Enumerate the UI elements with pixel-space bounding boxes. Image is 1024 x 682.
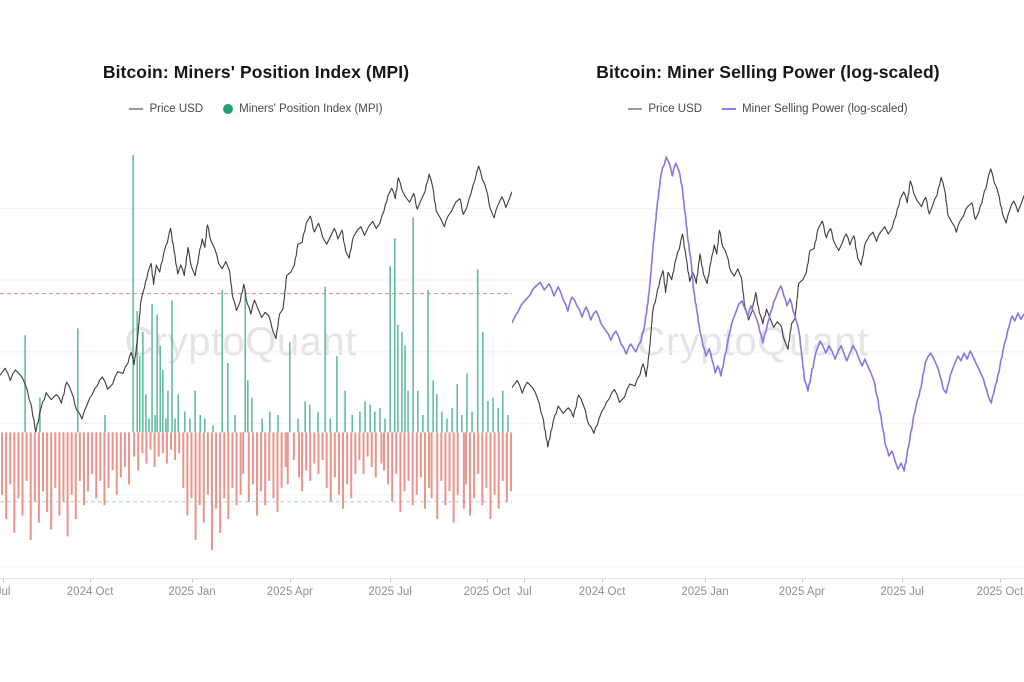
selling-power-line-marker-icon: [722, 108, 737, 110]
plot-area-mpi[interactable]: CryptoQuant: [0, 148, 512, 579]
chart-title-mpi: Bitcoin: Miners' Position Index (MPI): [102, 62, 410, 82]
x-tick-mark: [390, 579, 392, 583]
legend-item-price[interactable]: Price USD: [129, 103, 203, 115]
price-line-marker-icon: [129, 108, 144, 110]
x-tick-label: 2025 Jul: [368, 586, 412, 598]
x-tick-label: 2024 Oct: [578, 586, 626, 598]
x-tick-label: 2025 Oct: [976, 586, 1024, 598]
x-tick-mark: [486, 579, 488, 583]
x-tick-mark: [902, 579, 904, 583]
x-tick-mark: [705, 579, 707, 583]
mpi-chart-svg: [0, 154, 512, 568]
x-tick-mark: [999, 579, 1001, 583]
x-tick-label: 2025 Jan: [681, 586, 729, 598]
x-tick-label: Jul: [516, 586, 532, 598]
legend-item-price[interactable]: Price USD: [628, 103, 702, 115]
x-tick-mark: [3, 579, 5, 583]
chart-panel-mpi: Bitcoin: Miners' Position Index (MPI) Pr…: [0, 62, 512, 605]
legend-label: Miner Selling Power (log-scaled): [742, 103, 908, 115]
chart-title-selling-power: Bitcoin: Miner Selling Power (log-scaled…: [596, 62, 940, 82]
plot-area-selling-power[interactable]: CryptoQuant: [512, 148, 1024, 579]
x-tick-mark: [289, 579, 291, 583]
x-tick-mark: [801, 579, 803, 583]
x-tick-label: 2025 Jul: [880, 586, 924, 598]
legend-label: Price USD: [648, 103, 703, 115]
x-tick-label: 2024 Oct: [66, 586, 114, 598]
legend-mpi: Price USD Miners' Position Index (MPI): [0, 103, 512, 115]
selling-power-chart-svg: [512, 156, 1024, 568]
x-tick-label: 2025 Oct: [463, 586, 511, 598]
legend-label: Price USD: [149, 103, 204, 115]
x-axis-selling-power: Jul 2024 Oct 2025 Jan 2025 Apr 2025 Jul 2025 …: [512, 579, 1024, 605]
chart-panel-selling-power: Bitcoin: Miner Selling Power (log-scaled…: [512, 0, 1024, 682]
mpi-dot-marker-icon: [223, 104, 234, 114]
x-tick-label: 2025 Apr: [266, 586, 313, 598]
x-tick-mark: [524, 579, 526, 583]
x-tick-label: Jul: [0, 586, 11, 598]
x-tick-mark: [90, 579, 92, 583]
x-tick-label: 2025 Apr: [778, 586, 825, 598]
legend-selling-power: Price USD Miner Selling Power (log-scale…: [512, 103, 1024, 115]
price-line-marker-icon: [628, 108, 643, 110]
legend-label: Miners' Position Index (MPI): [239, 103, 383, 115]
legend-item-mpi[interactable]: Miners' Position Index (MPI): [223, 103, 383, 115]
x-axis-mpi: Jul 2024 Oct 2025 Jan 2025 Apr 2025 Jul 2025 …: [0, 579, 512, 605]
x-tick-label: 2025 Jan: [168, 586, 216, 598]
legend-item-selling-power[interactable]: Miner Selling Power (log-scaled): [722, 103, 908, 115]
x-tick-mark: [192, 579, 193, 583]
x-tick-mark: [602, 579, 604, 583]
